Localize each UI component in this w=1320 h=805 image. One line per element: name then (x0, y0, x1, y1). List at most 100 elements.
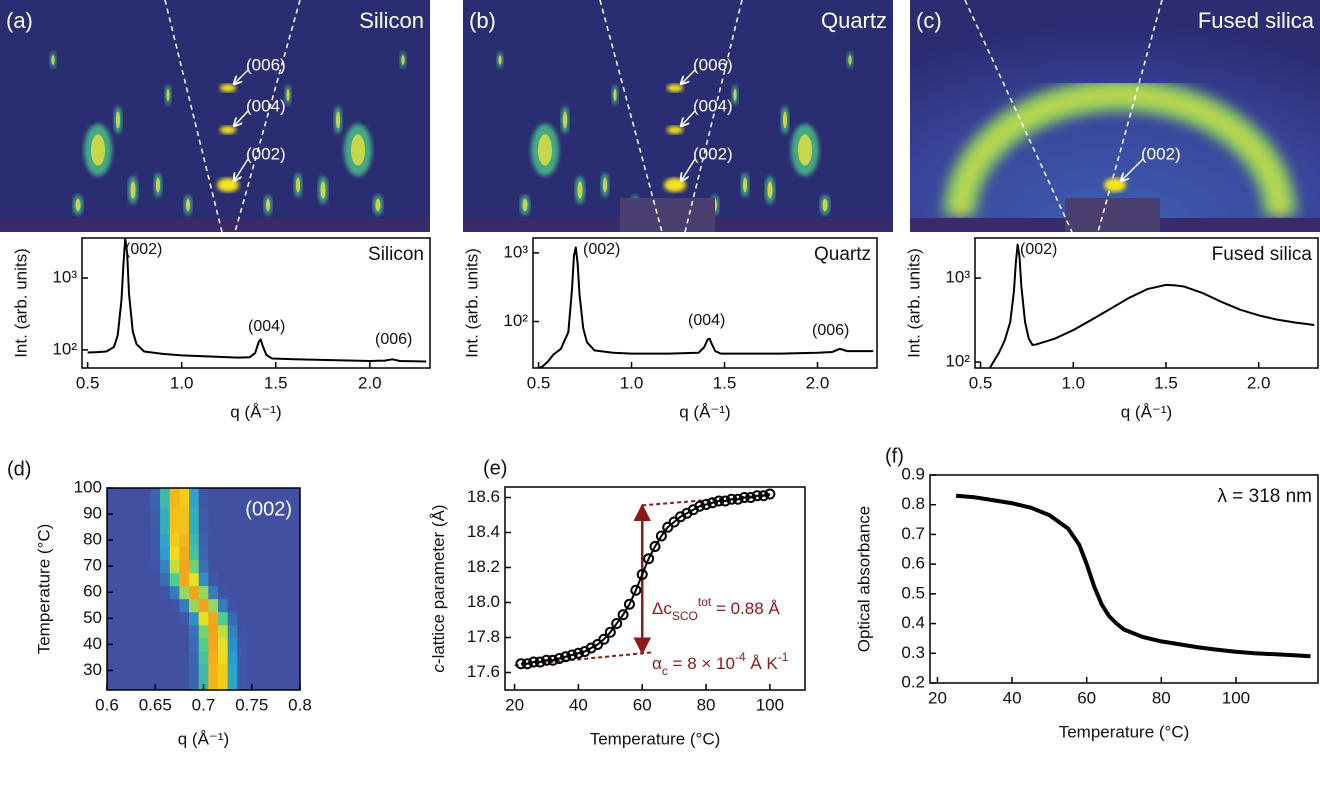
heatmap-cell (160, 676, 171, 690)
heatmap-cell (227, 676, 238, 690)
heatmap-cell (275, 494, 286, 508)
heatmap-cell (208, 676, 219, 690)
heatmap-cell (256, 559, 267, 574)
heatmap-cell (179, 650, 190, 665)
heatmap-cell (189, 488, 200, 495)
heatmap-cell (150, 585, 161, 600)
heatmap-cell (140, 676, 151, 690)
heatmap-cell (227, 624, 238, 639)
heatmap-cell (246, 598, 257, 613)
heatmap-cell (217, 585, 229, 600)
diffraction-spot-core (613, 89, 617, 101)
data-line (538, 246, 874, 368)
heatmap-cell (160, 585, 171, 600)
heatmap-cell (111, 546, 122, 561)
heatmap-cell (111, 533, 122, 548)
heatmap-cell (237, 637, 248, 652)
heatmap-cell (275, 637, 286, 652)
y-tick-label: 10² (945, 352, 970, 371)
heatmap-cell (189, 507, 200, 521)
heatmap-cell (285, 611, 296, 626)
data-line (955, 493, 1311, 659)
heatmap-cell (131, 494, 142, 508)
heatmap-cell (179, 598, 190, 613)
panel-label: (f) (885, 445, 904, 467)
heatmap-cell (227, 559, 238, 574)
plot-area (955, 493, 1311, 659)
diffraction-spot-core (498, 55, 502, 65)
heatmap-cell (275, 611, 286, 626)
heatmap-cell (208, 546, 219, 561)
heatmap-cell (179, 507, 190, 521)
heatmap-cell (246, 650, 257, 665)
x-tick-label: 80 (697, 695, 716, 714)
data-point (668, 516, 680, 528)
heatmap-cell (150, 494, 161, 508)
beam-stop (1065, 198, 1160, 232)
heatmap-cell (169, 546, 180, 561)
y-tick-label: 40 (83, 634, 102, 653)
data-point (534, 656, 546, 668)
heatmap-cell (256, 520, 267, 535)
annotation-part: Å K (746, 654, 779, 673)
heatmap-cell (295, 488, 300, 495)
data-point (636, 569, 648, 580)
heatmap-cell (266, 533, 277, 548)
heatmap-cell (227, 546, 238, 561)
x-tick-label: 0.65 (139, 695, 172, 714)
heatmap-cell (208, 559, 219, 574)
heatmap-cell (121, 488, 132, 495)
heatmap-cell (227, 611, 238, 626)
heatmap-cell (169, 533, 180, 548)
heatmap-cell (140, 533, 151, 548)
data-point (611, 618, 623, 629)
heatmap-cell (295, 611, 300, 626)
heatmap-cell (217, 546, 229, 561)
heatmap-cell (198, 559, 209, 574)
heatmap-cell (275, 585, 286, 600)
heatmap-cell (140, 546, 151, 561)
annotation-part: -4 (735, 650, 746, 664)
diffraction-spot-core (783, 111, 787, 129)
heatmap-cell (160, 533, 171, 548)
annotation: (004) (688, 312, 725, 329)
heatmap-cell (275, 520, 286, 535)
diffraction-spot-core (767, 181, 773, 199)
annotation: (004) (248, 318, 285, 335)
y-axis-label: Int. (arb. units) (904, 248, 923, 358)
data-point (655, 530, 667, 542)
heatmap-cell (208, 624, 219, 639)
data-point (515, 658, 527, 670)
diffraction-spot-core (577, 181, 583, 199)
annotation: (002) (583, 241, 620, 258)
heatmap-cell (227, 663, 238, 678)
heatmap-cell (131, 520, 142, 535)
heatmap-cell (169, 637, 180, 652)
y-tick-label: 18.0 (467, 592, 500, 611)
x-tick-label: 0.5 (76, 373, 100, 392)
heatmap-cell (160, 546, 171, 561)
plot-area (107, 488, 300, 690)
y-tick-label: 17.6 (467, 662, 500, 681)
heatmap-cell (179, 488, 190, 495)
heatmap-cell (179, 520, 190, 535)
heatmap-cell (111, 637, 122, 652)
y-tick-label: 50 (83, 608, 102, 627)
heatmap-cell (111, 650, 122, 665)
heatmap-cell (227, 488, 238, 495)
heatmap-cell (150, 663, 161, 678)
diffraction-spot-core (538, 134, 552, 166)
data-point (700, 499, 712, 510)
y-tick-label: 10³ (503, 242, 528, 261)
heatmap-cell (189, 676, 200, 690)
heatmap-cell (179, 624, 190, 639)
fit-line (520, 493, 771, 665)
heatmap-cell (275, 624, 286, 639)
x-tick-label: 0.6 (95, 695, 119, 714)
diffraction-spot-core (733, 89, 737, 101)
guide-line (599, 0, 663, 233)
heatmap-cell (198, 611, 209, 626)
annotation-part: α (652, 654, 662, 673)
y-tick-label: 10³ (945, 268, 970, 287)
heatmap-cell (266, 494, 277, 508)
